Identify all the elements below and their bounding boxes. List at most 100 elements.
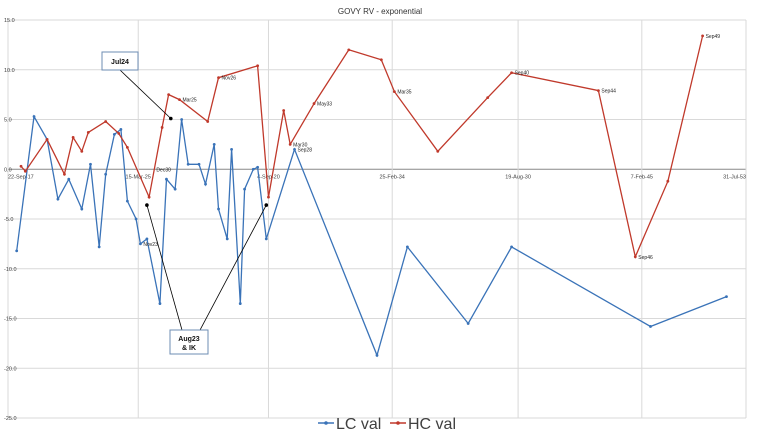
hc-val-point bbox=[312, 102, 316, 105]
callout-box bbox=[169, 329, 209, 355]
hc-val-point bbox=[104, 120, 108, 123]
hc-val-point bbox=[206, 120, 210, 123]
y-tick-label: -15.0 bbox=[4, 317, 17, 323]
data-label: Sep49 bbox=[706, 34, 721, 40]
callout-leader bbox=[146, 204, 183, 331]
hc-val-point bbox=[178, 98, 181, 101]
callout-leader bbox=[119, 69, 172, 119]
hc-val-point bbox=[117, 132, 121, 135]
data-label: Nov23 bbox=[143, 242, 158, 248]
hc-val-point bbox=[282, 109, 286, 112]
data-label: Sep40 bbox=[515, 71, 530, 77]
data-label: Sep28 bbox=[298, 147, 313, 153]
hc-val-point bbox=[633, 255, 637, 259]
lc-val-point bbox=[112, 133, 116, 136]
lc-val-point bbox=[165, 177, 168, 181]
lc-val-point bbox=[256, 165, 260, 169]
hc-val-point bbox=[63, 172, 66, 176]
lc-val-point bbox=[217, 207, 220, 211]
lc-val-point bbox=[251, 167, 255, 171]
point-labels: Nov23 Sep28 Dec30 Mar25 Nov26 Mar30 May33 Mar35… bbox=[143, 34, 720, 261]
series-layer bbox=[15, 34, 728, 358]
callout-label: Aug23 bbox=[178, 336, 200, 343]
x-tick-label: 31-Jul-53 bbox=[723, 174, 746, 180]
hc-val-point bbox=[80, 149, 84, 153]
lc-val-point bbox=[405, 245, 409, 249]
lc-val-point bbox=[204, 182, 207, 186]
x-tick-label: 4-Sep-20 bbox=[257, 174, 280, 180]
lc-val-point bbox=[238, 302, 242, 305]
legend: LC val HC val bbox=[318, 416, 456, 433]
lc-val-point bbox=[466, 322, 470, 325]
lc-val-point bbox=[230, 147, 233, 151]
hc-val-point bbox=[71, 136, 75, 139]
y-tick-label: 0.0 bbox=[4, 167, 12, 173]
hc-val-point bbox=[267, 195, 270, 199]
y-tick-label: -10.0 bbox=[4, 267, 17, 273]
lc-val-point bbox=[119, 128, 123, 131]
hc-val-point bbox=[167, 93, 171, 97]
lc-val-point bbox=[649, 325, 652, 328]
lc-val-point bbox=[145, 237, 149, 241]
lc-val-point bbox=[80, 207, 84, 211]
hc-val-point bbox=[288, 142, 292, 146]
lc-val-point bbox=[264, 237, 268, 241]
lc-val-point bbox=[225, 237, 229, 241]
data-label: Sep44 bbox=[601, 89, 616, 95]
hc-val-point bbox=[666, 179, 670, 183]
lc-val-point bbox=[32, 115, 36, 118]
lc-val-point bbox=[67, 177, 71, 181]
lc-val-point bbox=[510, 245, 513, 249]
x-tick-label: 15-Mar-25 bbox=[126, 174, 151, 180]
hc-val-point bbox=[147, 195, 151, 199]
callout-label: Jul24 bbox=[111, 59, 129, 66]
gridlines bbox=[7, 19, 747, 419]
lc-val-legend-marker bbox=[324, 421, 328, 425]
hc-val-point bbox=[392, 90, 396, 94]
lc-val-point bbox=[97, 245, 101, 249]
x-axis-ticks: 22-Sep-17 15-Mar-25 4-Sep-20 25-Feb-34 19-Au… bbox=[8, 174, 746, 180]
lc-val-point bbox=[56, 197, 60, 201]
lc-val-point bbox=[375, 353, 379, 357]
data-label: May33 bbox=[317, 102, 332, 108]
lc-val-point bbox=[243, 187, 246, 191]
chart-title: GOVY RV - exponential bbox=[338, 7, 422, 16]
hc-val-point bbox=[125, 145, 129, 149]
y-tick-label: -25.0 bbox=[4, 416, 17, 422]
x-tick-label: 19-Aug-30 bbox=[505, 174, 531, 180]
data-label: Mar35 bbox=[397, 90, 411, 96]
data-label: Mar30 bbox=[293, 142, 307, 148]
lc-val-line bbox=[16, 114, 727, 358]
x-tick-label: 22-Sep-17 bbox=[8, 174, 34, 180]
hc-val-point bbox=[597, 89, 600, 93]
lc-val-point bbox=[293, 147, 296, 151]
y-tick-label: -20.0 bbox=[4, 366, 17, 372]
hc-val-point bbox=[256, 64, 260, 68]
data-label: Dec30 bbox=[156, 167, 171, 173]
callout-marker bbox=[264, 203, 269, 207]
hc-val-point bbox=[379, 58, 383, 62]
lc-val-legend-label: LC val bbox=[336, 416, 381, 433]
data-label: Mar25 bbox=[182, 98, 196, 104]
y-tick-label: 10.0 bbox=[4, 68, 15, 74]
lc-val-point bbox=[186, 162, 190, 166]
hc-val-legend-marker bbox=[396, 421, 400, 425]
lc-val-point bbox=[725, 295, 728, 299]
hc-val-point bbox=[86, 131, 90, 134]
hc-val-point bbox=[23, 169, 27, 173]
lc-val-point bbox=[173, 187, 177, 191]
y-tick-label: -5.0 bbox=[4, 217, 13, 223]
lc-val-point bbox=[134, 217, 138, 221]
lc-val-point bbox=[197, 162, 201, 166]
callout-marker bbox=[145, 203, 149, 207]
lc-val-point bbox=[125, 199, 129, 203]
lc-val-point bbox=[104, 172, 108, 176]
data-label: Sep46 bbox=[638, 255, 653, 261]
y-tick-label: 5.0 bbox=[4, 118, 12, 124]
hc-val-point bbox=[19, 164, 23, 168]
lc-val-point bbox=[212, 142, 216, 146]
hc-val-point bbox=[510, 71, 513, 75]
hc-val-point bbox=[347, 48, 351, 52]
hc-val-legend-label: HC val bbox=[408, 416, 456, 433]
hc-val-point bbox=[486, 96, 490, 100]
